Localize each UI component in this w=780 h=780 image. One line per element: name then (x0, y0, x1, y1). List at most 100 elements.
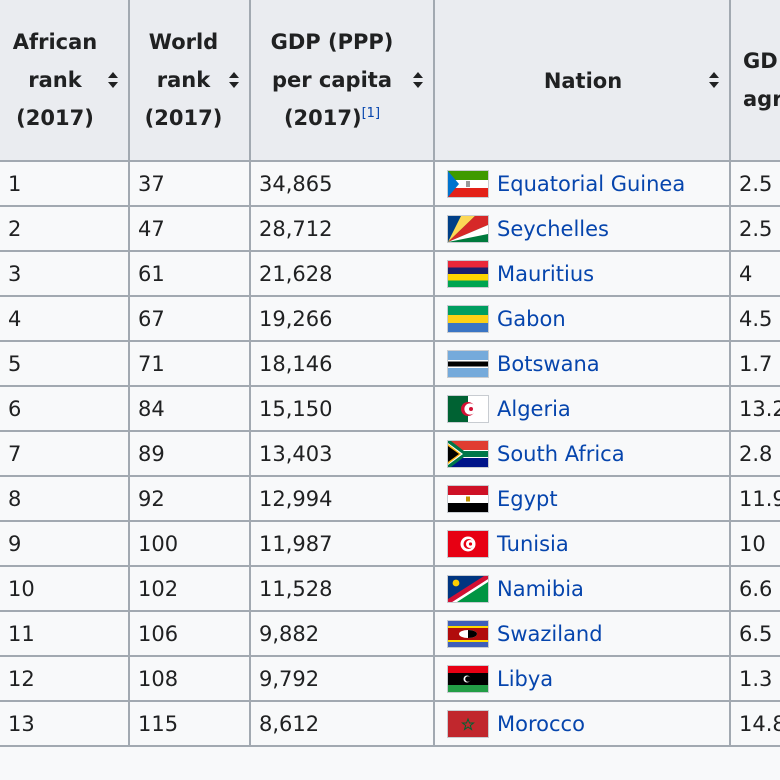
gdp-cell: 9,792 (249, 655, 435, 702)
column-header-african-rank[interactable]: African rank (2017) (0, 0, 130, 162)
african-rank-cell: 7 (0, 430, 130, 477)
african-rank-cell: 3 (0, 250, 130, 297)
table-row: 2 47 28,712 Seychelles 2.5 (0, 205, 780, 252)
algeria-flag-icon[interactable] (447, 394, 489, 423)
nation-link[interactable]: Morocco (497, 711, 585, 736)
header-text-year: (2017) (283, 106, 362, 130)
table-row: 11 106 9,882 Swaziland 6.5 (0, 610, 780, 657)
table-row: 8 92 12,994 Egypt 11.9 (0, 475, 780, 522)
world-rank-cell: 84 (128, 385, 251, 432)
world-rank-cell: 106 (128, 610, 251, 657)
growth-cell: 2.8 (729, 430, 780, 477)
header-text-line: agr (743, 87, 780, 111)
growth-cell: 2.5 (729, 205, 780, 252)
table-row: 9 100 11,987 Tunisia 10 (0, 520, 780, 567)
nation-link[interactable]: Mauritius (497, 261, 595, 286)
gabon-flag-icon[interactable] (447, 304, 489, 333)
header-text-line: (2017)[1] (271, 99, 394, 137)
world-rank-cell: 108 (128, 655, 251, 702)
gdp-cell: 13,403 (249, 430, 435, 477)
sort-icon[interactable] (229, 71, 239, 89)
egypt-flag-icon[interactable] (447, 484, 489, 513)
mauritius-flag-icon[interactable] (447, 259, 489, 288)
growth-cell: 14.8 (729, 700, 780, 747)
table-row: 5 71 18,146 Botswana 1.7 (0, 340, 780, 387)
table-row: 13 115 8,612 Morocco 14.8 (0, 700, 780, 747)
nation-link[interactable]: Seychelles (497, 216, 609, 241)
nation-link[interactable]: Gabon (497, 306, 566, 331)
african-rank-cell: 13 (0, 700, 130, 747)
nation-link[interactable]: Swaziland (497, 621, 603, 646)
growth-cell: 4.5 (729, 295, 780, 342)
gdp-cell: 8,612 (249, 700, 435, 747)
world-rank-cell: 61 (128, 250, 251, 297)
header-text-line: GD (743, 49, 778, 73)
table-header: African rank (2017) World rank (2017) GD… (0, 0, 780, 162)
growth-cell: 1.3 (729, 655, 780, 702)
table-body: 1 3 7 34,865 Equatorial Guinea 2.5 2 47 2… (0, 160, 780, 747)
nation-cell: Egypt (433, 475, 731, 522)
nation-link[interactable]: Algeria (497, 396, 571, 421)
growth-cell: 6.6 (729, 565, 780, 612)
nation-link[interactable]: Equatorial Guinea (497, 171, 686, 196)
gdp-cell: 9,882 (249, 610, 435, 657)
swaziland-flag-icon[interactable] (447, 619, 489, 648)
header-row: African rank (2017) World rank (2017) GD… (0, 0, 780, 162)
nation-cell: Seychelles (433, 205, 731, 252)
world-rank-cell: 115 (128, 700, 251, 747)
nation-cell: Botswana (433, 340, 731, 387)
world-rank-cell: 71 (128, 340, 251, 387)
nation-link[interactable]: Tunisia (497, 531, 569, 556)
column-header-gdp-ppp[interactable]: GDP (PPP) per capita (2017)[1] (249, 0, 435, 162)
gdp-cell: 11,528 (249, 565, 435, 612)
nation-cell: Tunisia (433, 520, 731, 567)
column-header-world-rank[interactable]: World rank (2017) (128, 0, 251, 162)
sort-icon[interactable] (108, 71, 118, 89)
gdp-cell: 28,712 (249, 205, 435, 252)
world-rank-cell: 47 (128, 205, 251, 252)
growth-cell: 6.5 (729, 610, 780, 657)
growth-cell: 11.9 (729, 475, 780, 522)
nation-link[interactable]: Libya (497, 666, 554, 691)
nation-cell: Gabon (433, 295, 731, 342)
table-row: 7 89 13,403 South Africa 2.8 (0, 430, 780, 477)
african-rank-cell: 8 (0, 475, 130, 522)
sort-icon[interactable] (709, 71, 719, 89)
header-text-line: rank (156, 68, 211, 92)
seychelles-flag-icon[interactable] (447, 214, 489, 243)
nation-cell: Mauritius (433, 250, 731, 297)
botswana-flag-icon[interactable] (447, 349, 489, 378)
nation-link[interactable]: Botswana (497, 351, 600, 376)
nation-cell: South Africa (433, 430, 731, 477)
african-rank-cell: 12 (0, 655, 130, 702)
nation-link[interactable]: South Africa (497, 441, 625, 466)
world-rank-cell: 89 (128, 430, 251, 477)
gdp-cell: 18,146 (249, 340, 435, 387)
header-text-line: GDP (PPP) (270, 30, 394, 54)
nation-link[interactable]: Namibia (497, 576, 584, 601)
gdp-cell: 34,865 (249, 160, 435, 207)
sort-icon[interactable] (413, 71, 423, 89)
gdp-cell: 21,628 (249, 250, 435, 297)
equatorial-guinea-flag-icon[interactable] (447, 169, 489, 198)
namibia-flag-icon[interactable] (447, 574, 489, 603)
column-header-gdp-growth[interactable]: GD agr (729, 0, 780, 162)
african-rank-cell: 6 (0, 385, 130, 432)
world-rank-cell: 92 (128, 475, 251, 522)
nation-cell: Equatorial Guinea (433, 160, 731, 207)
header-text-line: (2017) (144, 106, 223, 130)
nation-link[interactable]: Egypt (497, 486, 558, 511)
south-africa-flag-icon[interactable] (447, 439, 489, 468)
table-row: 10 102 11,528 Namibia 6.6 (0, 565, 780, 612)
column-header-nation[interactable]: Nation (433, 0, 731, 162)
header-text-line: rank (28, 68, 82, 92)
libya-flag-icon[interactable] (447, 664, 489, 693)
morocco-flag-icon[interactable] (447, 709, 489, 738)
world-rank-cell: 102 (128, 565, 251, 612)
african-rank-cell: 2 (0, 205, 130, 252)
growth-cell: 2.5 (729, 160, 780, 207)
reference-link[interactable]: [1] (361, 106, 381, 121)
african-rank-cell: 1 (0, 160, 130, 207)
table-row: 4 67 19,266 Gabon 4.5 (0, 295, 780, 342)
tunisia-flag-icon[interactable] (447, 529, 489, 558)
